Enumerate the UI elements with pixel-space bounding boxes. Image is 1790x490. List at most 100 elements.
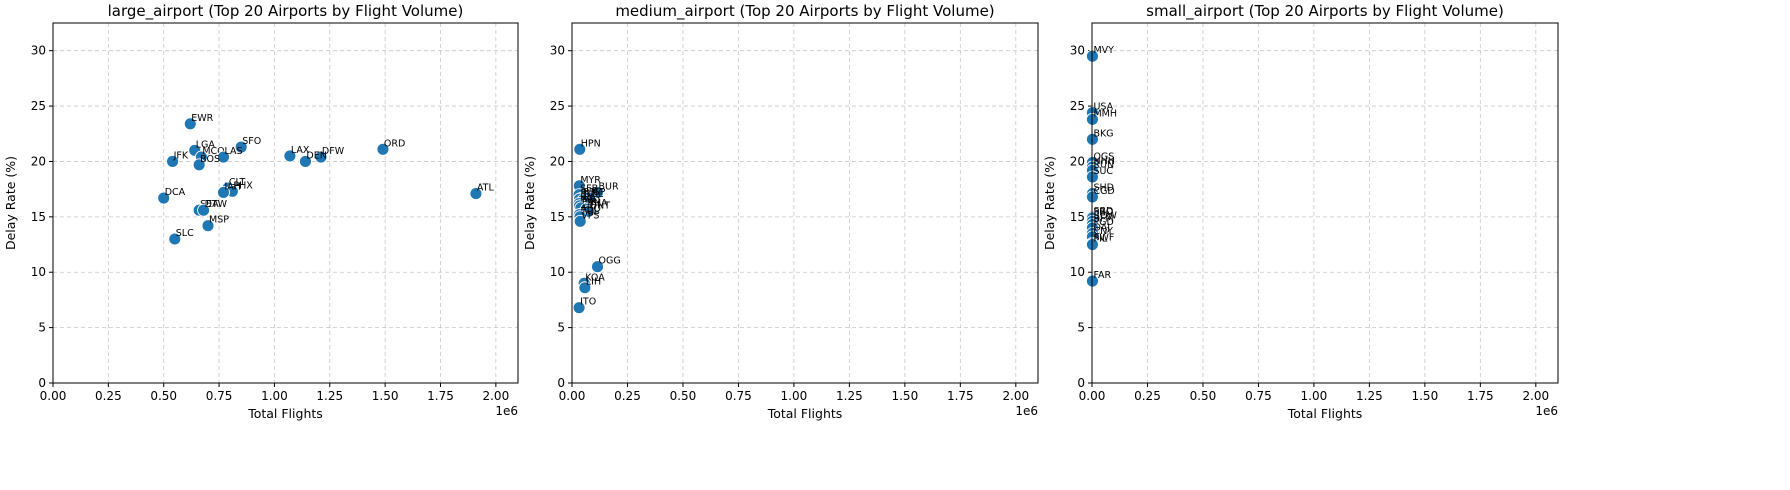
y-tick-label: 25	[31, 99, 46, 113]
y-axis-label: Delay Rate (%)	[3, 156, 18, 250]
y-tick-label: 25	[1070, 99, 1085, 113]
x-tick-label: 1.25	[836, 389, 863, 403]
point-label: USA	[1093, 102, 1113, 113]
chart-title: large_airport (Top 20 Airports by Flight…	[108, 2, 464, 21]
point-label: RUN	[1093, 159, 1114, 170]
point-label: DEN	[306, 150, 326, 161]
x-tick-label: 1.25	[316, 389, 343, 403]
y-tick-label: 15	[31, 210, 46, 224]
chart-title: small_airport (Top 20 Airports by Flight…	[1146, 2, 1504, 21]
x-tick-label: 1.75	[1467, 389, 1494, 403]
y-axis-label: Delay Rate (%)	[522, 156, 537, 250]
point-label: ABQ	[580, 204, 601, 215]
subplot-2: 0.00 0.25 0.50 0.75 1.00 1.25 1.50 1.75 2.00 0 5 10…	[522, 2, 1039, 421]
point-label: MMH	[1093, 108, 1117, 119]
y-tick-label: 0	[38, 376, 46, 390]
point-label: PHX	[233, 180, 253, 191]
x-offset-label: 1e6	[1015, 404, 1038, 418]
point-label: OAJ	[1093, 222, 1110, 233]
point-label: SLC	[176, 228, 194, 239]
point-label: TUL	[580, 206, 600, 217]
data-point	[578, 281, 592, 295]
x-tick-label: 0.25	[614, 389, 641, 403]
point-label: DTW	[205, 199, 228, 210]
y-tick-label: 20	[31, 154, 46, 168]
x-tick-label: 0.75	[1245, 389, 1272, 403]
point-label: LAS	[225, 146, 243, 157]
x-tick-label: 0.75	[725, 389, 752, 403]
y-tick-label: 5	[557, 321, 565, 335]
y-tick-label: 30	[1070, 44, 1085, 58]
x-tick-label: 0.25	[1134, 389, 1161, 403]
point-label: SFO	[242, 136, 261, 147]
point-label: BFM	[1093, 214, 1113, 225]
point-label: JFK	[173, 150, 189, 161]
x-tick-label: 0.00	[559, 389, 586, 403]
data-point	[376, 142, 390, 156]
data-point	[573, 142, 587, 156]
x-tick-label: 0.50	[670, 389, 697, 403]
data-point	[201, 219, 215, 233]
point-label: MYR	[580, 175, 601, 186]
y-tick-label: 5	[1077, 321, 1085, 335]
point-label: IAH	[225, 181, 241, 192]
point-label: DFW	[322, 146, 345, 157]
x-tick-label: 2.00	[1002, 389, 1029, 403]
x-tick-label: 1.50	[891, 389, 918, 403]
x-tick-label: 1.25	[1356, 389, 1383, 403]
point-label: LAX	[291, 145, 310, 156]
data-point	[166, 155, 180, 168]
point-label: ISP	[591, 187, 606, 198]
point-label: BNA	[587, 198, 608, 209]
x-tick-label: 0.00	[1079, 389, 1106, 403]
point-label: RIC	[580, 193, 596, 204]
point-label: LIH	[586, 277, 601, 288]
point-label: PIL	[1093, 234, 1108, 245]
x-tick-label: 0.50	[1190, 389, 1217, 403]
point-label: SHD	[1093, 183, 1114, 194]
x-tick-label: 1.00	[1301, 389, 1328, 403]
point-label: LGA	[196, 139, 216, 150]
data-point	[197, 203, 211, 217]
point-label: MCO	[202, 146, 224, 157]
x-tick-label: 0.00	[40, 389, 67, 403]
x-axis-label: Total Flights	[1287, 406, 1363, 421]
data-point	[573, 214, 587, 228]
point-label: ATL	[477, 183, 495, 194]
point-label: ONT	[590, 200, 611, 211]
x-tick-label: 0.25	[95, 389, 122, 403]
data-point	[298, 155, 312, 168]
point-label: PRO	[1093, 207, 1113, 218]
y-tick-label: 10	[31, 265, 46, 279]
y-tick-label: 0	[557, 376, 565, 390]
point-label: CLT	[229, 177, 246, 188]
point-label: SUC	[1093, 166, 1113, 177]
x-tick-label: 1.75	[947, 389, 974, 403]
data-point	[183, 117, 197, 131]
point-label: ORD	[384, 138, 405, 149]
x-offset-label: 1e6	[1535, 404, 1558, 418]
point-label: PVD	[581, 195, 601, 206]
data-point	[572, 301, 586, 315]
y-tick-label: 15	[1070, 210, 1085, 224]
x-tick-label: 1.50	[1411, 389, 1438, 403]
x-tick-label: 0.50	[150, 389, 177, 403]
x-tick-label: 0.75	[206, 389, 233, 403]
point-label: BKG	[1093, 128, 1113, 139]
y-tick-label: 20	[1070, 154, 1085, 168]
x-tick-label: 1.00	[781, 389, 808, 403]
data-point	[157, 191, 171, 205]
point-label: SFB	[580, 184, 598, 195]
data-point	[168, 232, 182, 246]
point-label: PGD	[1093, 217, 1113, 228]
x-tick-label: 2.00	[482, 389, 509, 403]
y-tick-label: 0	[1077, 376, 1085, 390]
data-point	[234, 140, 248, 154]
x-axis-label: Total Flights	[247, 406, 323, 421]
y-tick-label: 30	[550, 44, 565, 58]
x-tick-label: 1.75	[427, 389, 454, 403]
x-axis-label: Total Flights	[767, 406, 843, 421]
point-label: SWF	[1093, 232, 1114, 243]
point-label: OGG	[599, 256, 621, 267]
point-label: CGD	[1093, 186, 1114, 197]
